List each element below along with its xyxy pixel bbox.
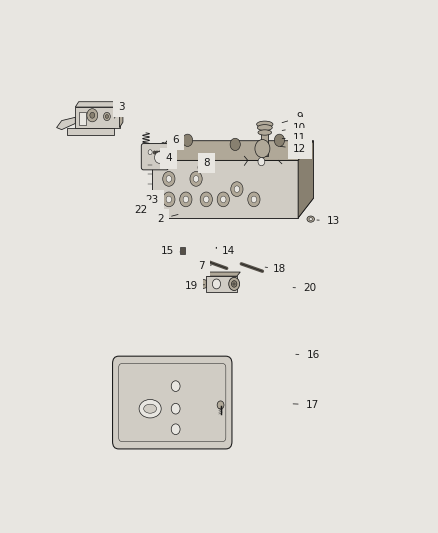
Text: 9: 9 (282, 112, 303, 123)
Circle shape (162, 151, 165, 154)
Text: 17: 17 (293, 400, 319, 409)
Circle shape (258, 158, 264, 166)
Polygon shape (152, 141, 313, 160)
Circle shape (171, 424, 180, 434)
Circle shape (153, 151, 155, 154)
Text: 3: 3 (114, 102, 124, 118)
Polygon shape (119, 102, 123, 127)
Ellipse shape (143, 404, 156, 413)
FancyBboxPatch shape (112, 356, 231, 449)
Circle shape (190, 172, 202, 186)
Circle shape (140, 202, 145, 209)
Circle shape (274, 134, 284, 147)
Circle shape (230, 138, 240, 150)
Ellipse shape (256, 121, 272, 127)
Circle shape (166, 196, 171, 203)
Text: 18: 18 (265, 264, 286, 274)
Circle shape (217, 401, 223, 409)
Polygon shape (67, 127, 114, 134)
Polygon shape (261, 130, 268, 156)
Text: 23: 23 (145, 195, 158, 205)
Polygon shape (180, 247, 184, 254)
Text: 14: 14 (221, 246, 234, 256)
Text: 13: 13 (316, 216, 340, 226)
Circle shape (154, 152, 164, 163)
Circle shape (220, 196, 226, 203)
Circle shape (183, 196, 188, 203)
Ellipse shape (139, 399, 161, 418)
Circle shape (254, 140, 269, 158)
Text: 10: 10 (282, 123, 306, 133)
Ellipse shape (257, 125, 272, 131)
Polygon shape (75, 102, 123, 107)
Circle shape (193, 175, 198, 182)
Circle shape (200, 192, 212, 207)
Circle shape (166, 175, 171, 182)
Circle shape (103, 112, 110, 120)
Text: 7: 7 (198, 261, 211, 271)
Polygon shape (152, 160, 297, 218)
Text: 8: 8 (202, 158, 209, 168)
Circle shape (160, 151, 163, 154)
Text: 12: 12 (280, 144, 306, 154)
Polygon shape (199, 278, 206, 290)
Text: 22: 22 (134, 206, 147, 215)
Circle shape (217, 192, 229, 207)
Circle shape (167, 151, 170, 154)
Ellipse shape (306, 216, 314, 222)
Circle shape (170, 151, 173, 154)
Circle shape (162, 172, 175, 186)
Circle shape (148, 150, 152, 155)
Text: 20: 20 (293, 284, 316, 294)
Polygon shape (152, 198, 313, 218)
Polygon shape (297, 141, 313, 218)
Polygon shape (75, 107, 119, 127)
Text: 16: 16 (295, 350, 319, 360)
Ellipse shape (258, 130, 271, 135)
FancyBboxPatch shape (141, 143, 168, 170)
Text: 2: 2 (157, 214, 178, 224)
Circle shape (247, 192, 259, 207)
Circle shape (90, 112, 95, 118)
Circle shape (182, 134, 192, 147)
Text: 15: 15 (160, 246, 179, 256)
Circle shape (172, 151, 175, 154)
Text: 11: 11 (282, 133, 306, 143)
Circle shape (233, 186, 239, 192)
FancyBboxPatch shape (78, 112, 86, 125)
Polygon shape (206, 276, 237, 292)
Circle shape (105, 115, 108, 118)
Text: 4: 4 (164, 154, 172, 163)
Polygon shape (57, 117, 75, 130)
Circle shape (171, 403, 180, 414)
Circle shape (251, 196, 256, 203)
Circle shape (171, 381, 180, 391)
Text: 19: 19 (184, 280, 204, 290)
Circle shape (165, 151, 168, 154)
Circle shape (228, 277, 239, 290)
Circle shape (158, 151, 160, 154)
Text: 6: 6 (162, 135, 179, 145)
Circle shape (203, 196, 208, 203)
Circle shape (162, 192, 175, 207)
Circle shape (87, 109, 98, 122)
Circle shape (230, 182, 243, 197)
Circle shape (212, 279, 220, 289)
Polygon shape (206, 272, 240, 276)
Circle shape (231, 281, 237, 287)
Circle shape (155, 151, 158, 154)
Circle shape (179, 192, 191, 207)
Ellipse shape (308, 217, 312, 221)
